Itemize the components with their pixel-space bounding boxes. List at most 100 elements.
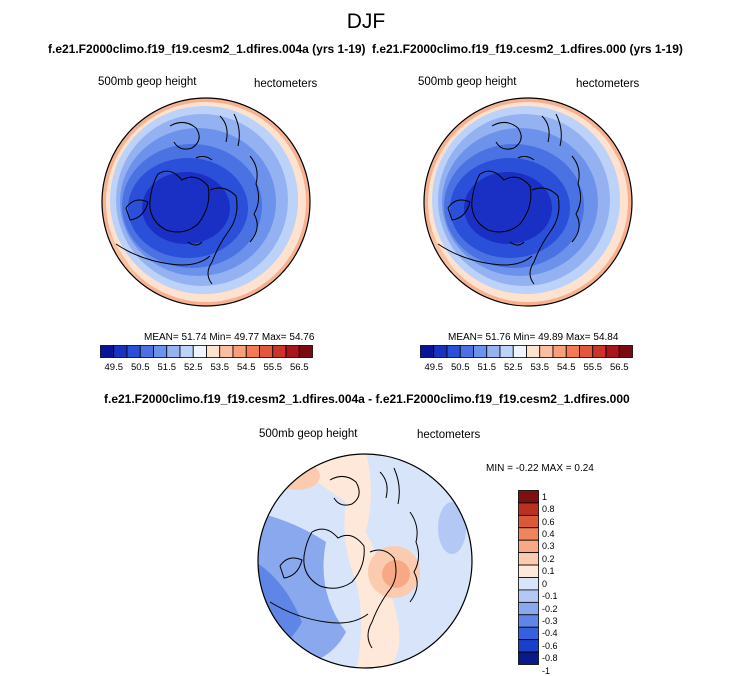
- left-units-label: hectometers: [254, 78, 318, 90]
- diff-colorbar-swatch: [518, 502, 539, 516]
- diff-variable-label: 500mb geop height: [259, 428, 358, 440]
- left-min-label: Min=: [209, 332, 232, 343]
- diff-colorbar-ticks: 1 0.8 0.6 0.4 0.3 0.2 0.1 0 -0.1 -0.2 -0.3 -0.4 -0.6…: [542, 490, 572, 676]
- right-colorbar-swatch: [552, 345, 567, 358]
- diff-max-label: MAX =: [541, 463, 572, 474]
- left-colorbar-tick-label: 49.5: [104, 362, 124, 373]
- diff-colorbar-tick-label: -1: [542, 665, 551, 676]
- left-max-label: Max=: [261, 332, 287, 343]
- diff-colorbar-swatch: [518, 514, 539, 529]
- left-min-value: 49.77: [234, 332, 260, 343]
- left-colorbar-swatch: [245, 345, 260, 358]
- right-colorbar-swatch: [473, 345, 488, 358]
- right-colorbar: [420, 345, 633, 358]
- diff-colorbar-tick-label: 0.2: [542, 553, 555, 564]
- right-units-label: hectometers: [576, 78, 640, 90]
- left-colorbar-swatch: [126, 345, 141, 358]
- left-colorbar-swatch: [192, 345, 207, 358]
- right-colorbar-tick-label: 52.5: [504, 362, 523, 373]
- right-case-title: f.e21.F2000climo.f19_f19.cesm2_1.dfires.…: [372, 42, 683, 56]
- left-colorbar-ticks: 49.5 50.5 51.5 52.5 53.5 54.5 55.5 56.5: [100, 362, 313, 374]
- diff-colorbar-swatch: [518, 626, 539, 641]
- right-colorbar-tick-label: 53.5: [530, 362, 550, 373]
- diff-colorbar-swatch: [518, 564, 539, 578]
- left-colorbar-swatch: [232, 345, 247, 358]
- right-colorbar-swatch: [459, 345, 474, 358]
- left-colorbar-swatch: [179, 345, 194, 358]
- diff-colorbar-tick-label: 1: [542, 491, 548, 502]
- diff-colorbar-swatch: [518, 552, 539, 566]
- left-colorbar-swatch: [298, 345, 313, 358]
- right-colorbar-swatch: [420, 345, 435, 358]
- right-colorbar-swatch: [526, 345, 541, 358]
- left-colorbar-swatch: [272, 345, 287, 358]
- right-colorbar-swatch: [618, 345, 633, 358]
- diff-title: f.e21.F2000climo.f19_f19.cesm2_1.dfires.…: [104, 392, 630, 406]
- diff-min-label: MIN =: [486, 463, 513, 474]
- diff-colorbar: [518, 490, 539, 665]
- diff-colorbar-swatch: [518, 614, 539, 628]
- left-mean-value: 51.74: [181, 332, 207, 343]
- diff-units-label: hectometers: [417, 429, 481, 441]
- right-colorbar-tick-label: 50.5: [451, 362, 470, 373]
- left-variable-label: 500mb geop height: [98, 76, 197, 88]
- right-colorbar-tick-label: 54.5: [557, 362, 576, 373]
- diff-colorbar-swatch: [518, 527, 539, 541]
- right-colorbar-ticks: 49.5 50.5 51.5 52.5 53.5 54.5 55.5 56.5: [420, 362, 633, 374]
- diff-colorbar-tick-label: 0.4: [542, 529, 555, 539]
- left-case-title: f.e21.F2000climo.f19_f19.cesm2_1.dfires.…: [48, 42, 366, 56]
- right-colorbar-swatch: [539, 345, 554, 358]
- right-colorbar-tick-label: 55.5: [583, 362, 603, 373]
- left-colorbar-tick-label: 56.5: [290, 362, 309, 373]
- right-mean-value: 51.76: [485, 332, 511, 343]
- right-colorbar-swatch: [605, 345, 620, 358]
- left-colorbar-tick-label: 51.5: [157, 362, 177, 373]
- right-colorbar-swatch: [579, 345, 594, 358]
- right-max-value: 54.84: [593, 332, 619, 343]
- figure-title: DJF: [346, 10, 386, 33]
- left-colorbar-swatch: [259, 345, 274, 358]
- right-stats: MEAN= 51.76 Min= 49.89 Max= 54.84: [448, 332, 618, 343]
- right-min-label: Min=: [513, 332, 536, 343]
- left-colorbar-swatch: [139, 345, 154, 358]
- left-colorbar-tick-label: 53.5: [210, 362, 230, 373]
- right-mean-label: MEAN=: [448, 332, 483, 343]
- diff-colorbar-tick-label: -0.3: [542, 616, 558, 626]
- diff-colorbar-tick-label: 0: [542, 578, 548, 589]
- left-colorbar-tick-label: 54.5: [237, 362, 256, 373]
- diff-colorbar-swatch: [518, 589, 539, 603]
- right-min-value: 49.89: [538, 332, 564, 343]
- left-colorbar-swatch: [219, 345, 234, 358]
- right-colorbar-swatch: [512, 345, 527, 358]
- diff-colorbar-tick-label: -0.4: [542, 628, 558, 639]
- diff-polar-map: [257, 453, 473, 669]
- right-max-label: Max=: [565, 332, 591, 343]
- left-colorbar-swatch: [206, 345, 221, 358]
- diff-colorbar-tick-label: 0.3: [542, 541, 555, 552]
- right-colorbar-tick-label: 49.5: [424, 362, 444, 373]
- right-colorbar-swatch: [486, 345, 501, 358]
- diff-colorbar-swatch: [518, 539, 539, 554]
- left-colorbar: [100, 345, 313, 358]
- left-colorbar-swatch: [153, 345, 168, 358]
- diff-colorbar-tick-label: -0.6: [542, 640, 558, 651]
- left-colorbar-swatch: [166, 345, 181, 358]
- left-colorbar-swatch: [285, 345, 300, 358]
- right-colorbar-swatch: [433, 345, 448, 358]
- diff-max-value: 0.24: [574, 463, 594, 474]
- left-colorbar-tick-label: 50.5: [131, 362, 150, 373]
- left-colorbar-swatch: [113, 345, 128, 358]
- left-colorbar-swatch: [100, 345, 115, 358]
- left-colorbar-tick-label: 55.5: [263, 362, 283, 373]
- diff-min-value: -0.22: [515, 463, 539, 474]
- diff-colorbar-swatch: [518, 490, 539, 504]
- right-colorbar-swatch: [446, 345, 461, 358]
- right-colorbar-tick-label: 51.5: [477, 362, 497, 373]
- diff-colorbar-swatch: [518, 639, 539, 653]
- right-variable-label: 500mb geop height: [418, 76, 517, 88]
- left-max-value: 54.76: [289, 332, 315, 343]
- right-colorbar-swatch: [565, 345, 580, 358]
- diff-colorbar-tick-label: 0.1: [542, 566, 555, 577]
- diff-stats: MIN = -0.22 MAX = 0.24: [486, 463, 594, 474]
- right-colorbar-swatch: [592, 345, 607, 358]
